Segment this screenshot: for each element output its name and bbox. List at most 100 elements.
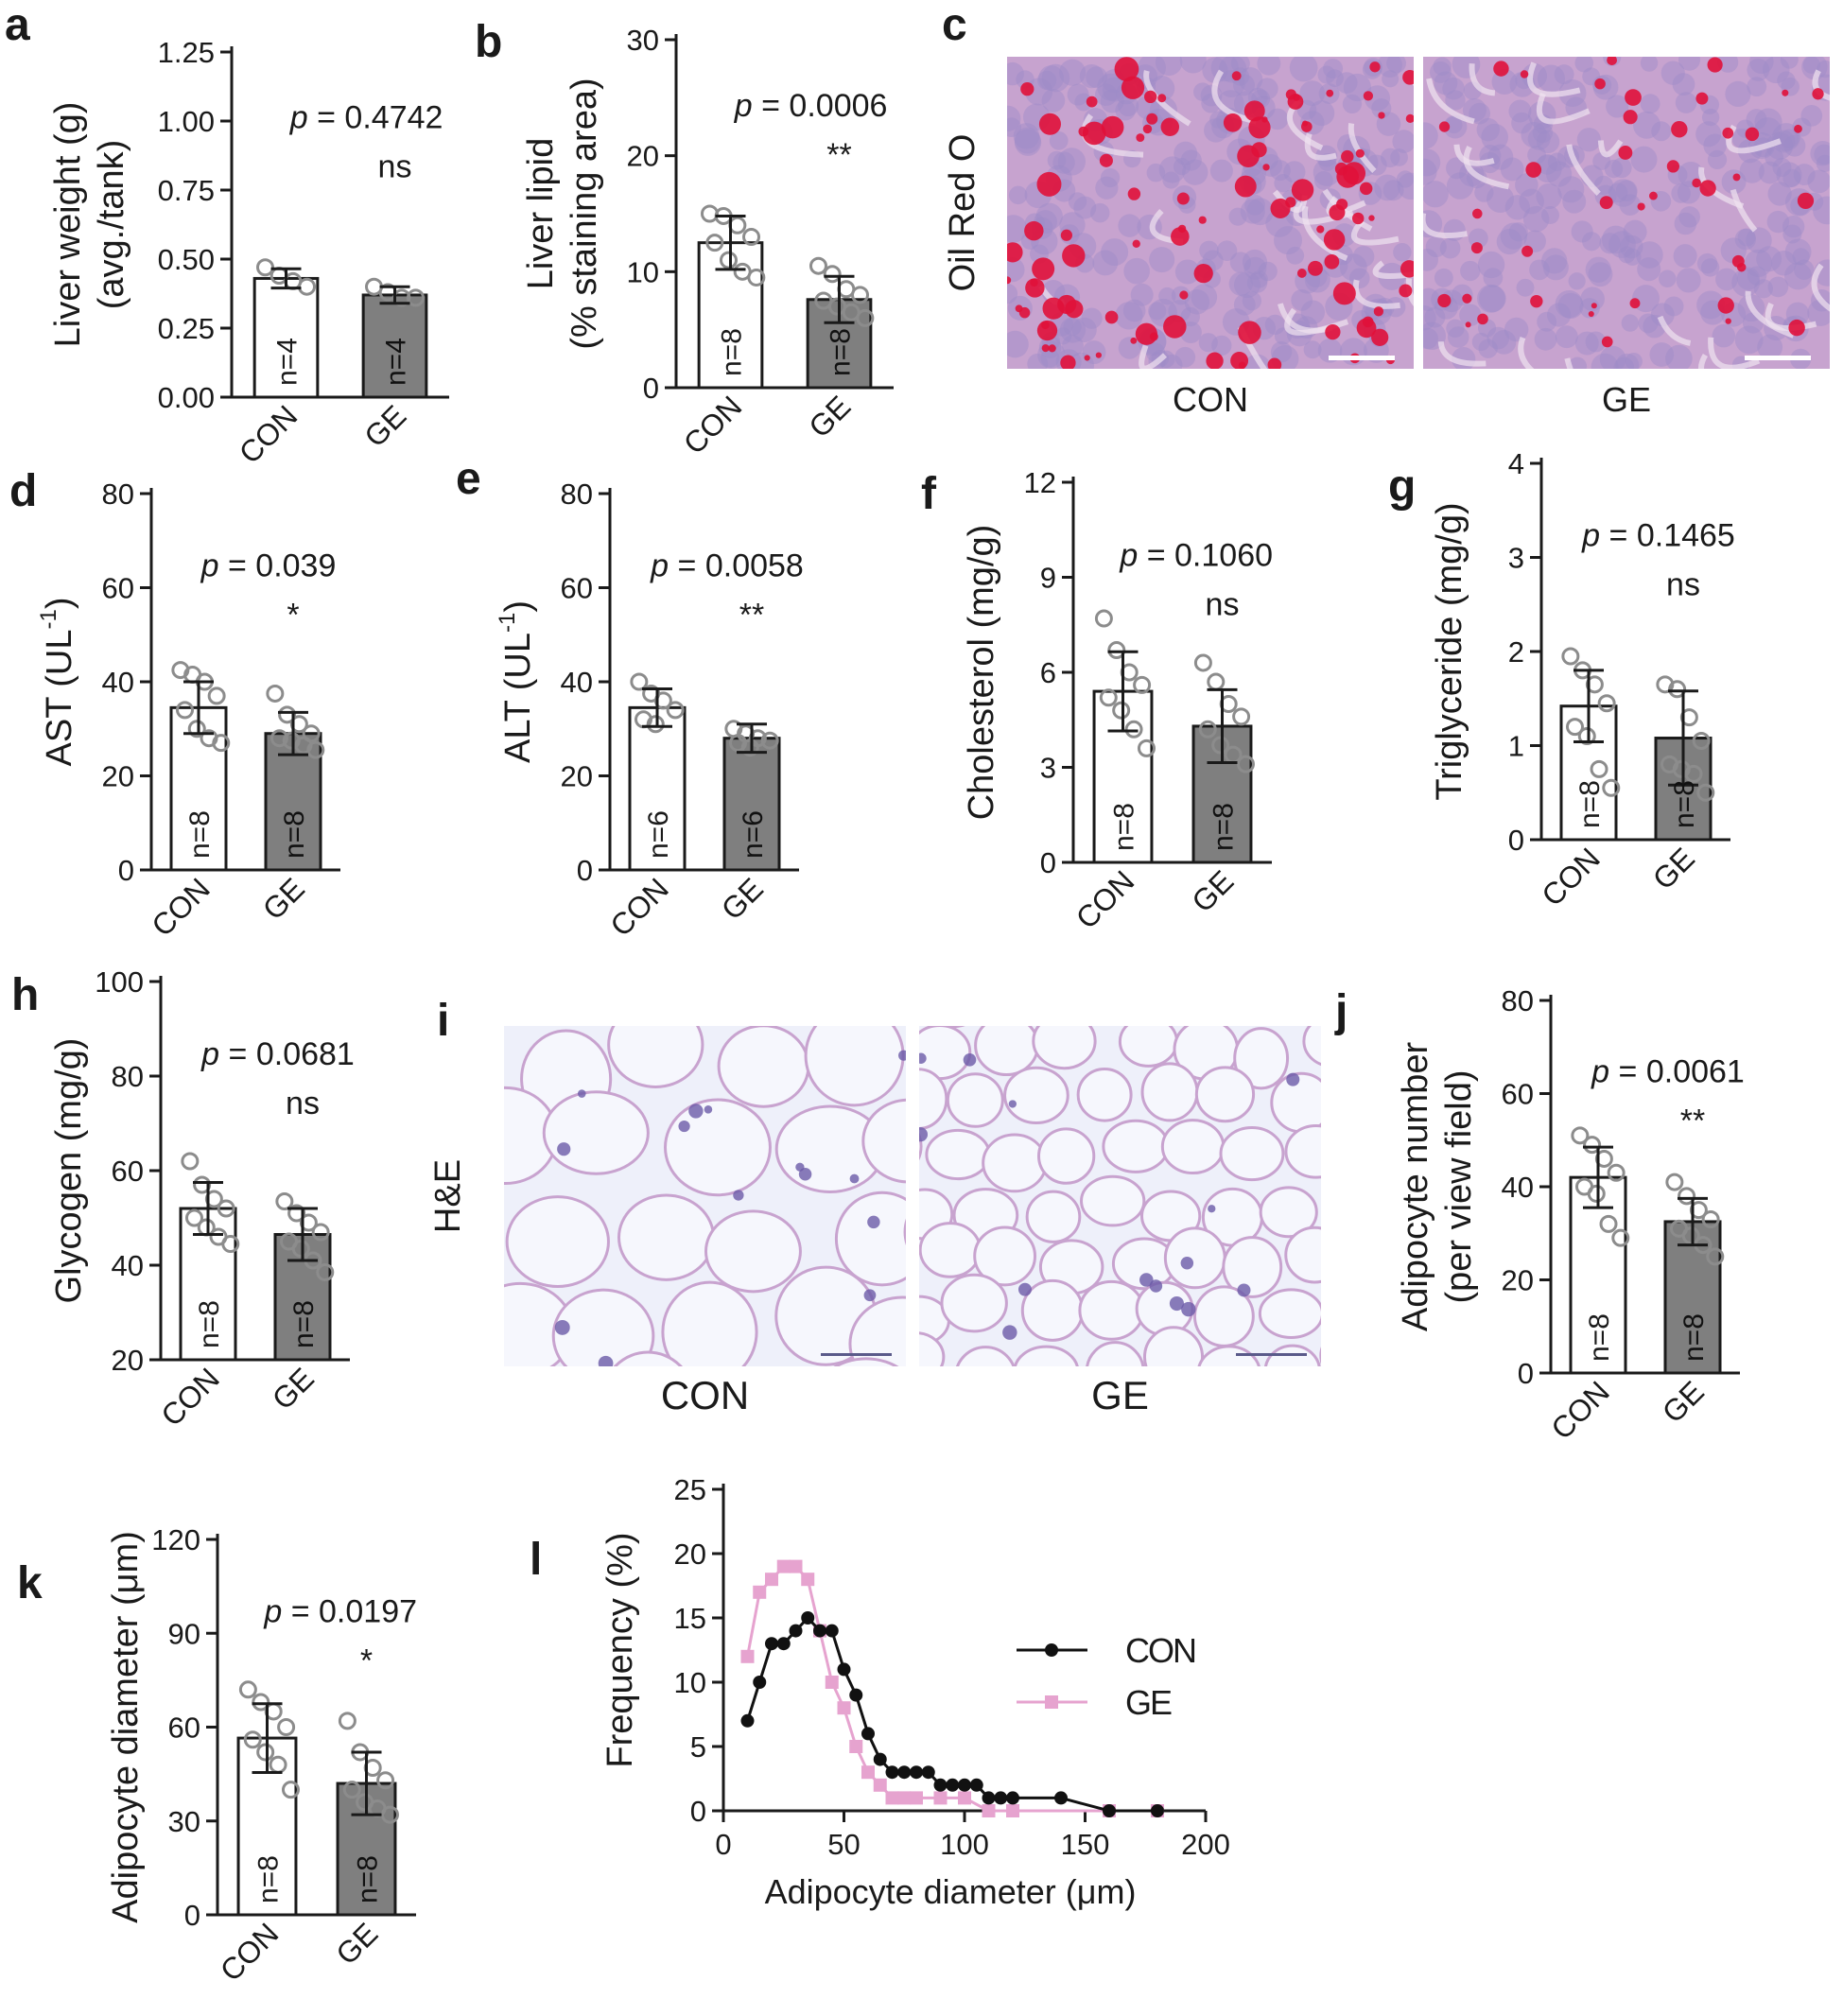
lipid-droplet bbox=[1599, 196, 1613, 210]
nucleus bbox=[1765, 131, 1794, 160]
lipid-droplet bbox=[1399, 284, 1413, 298]
y-axis-title-main: Adipocyte diameter (μm) bbox=[106, 1531, 146, 1923]
lipid-droplet bbox=[1336, 199, 1348, 211]
p-value-text: = 0.4742 bbox=[317, 99, 443, 135]
nucleus bbox=[1198, 333, 1218, 353]
nucleus bbox=[1762, 57, 1790, 84]
nucleus bbox=[1813, 196, 1830, 225]
sinusoid bbox=[1463, 146, 1510, 190]
sinusoid bbox=[1597, 139, 1624, 158]
adipocyte bbox=[1086, 1341, 1145, 1366]
data-point bbox=[1689, 1201, 1708, 1220]
nucleus bbox=[1130, 283, 1154, 306]
data-point-con bbox=[765, 1637, 778, 1651]
nucleus bbox=[1202, 57, 1228, 83]
nucleus bbox=[1619, 235, 1643, 259]
lipid-droplet bbox=[1238, 321, 1261, 344]
data-point-ge bbox=[801, 1573, 815, 1587]
adipocyte bbox=[1297, 1393, 1350, 1442]
adipocyte bbox=[607, 1026, 704, 1088]
lipid-droplet bbox=[1341, 149, 1354, 164]
bar-chart-d: 0 20 40 60 80 AST (UL-1) n=8 CON n=8 GE p = 0.039 * bbox=[36, 478, 340, 943]
nucleus bbox=[1174, 259, 1200, 285]
data-point bbox=[742, 228, 761, 247]
y-axis-title-main: Cholesterol (mg/g) bbox=[962, 525, 1001, 821]
nucleus bbox=[1101, 238, 1129, 267]
adipocyte bbox=[664, 1098, 772, 1197]
nucleus bbox=[1433, 57, 1452, 76]
data-point-con bbox=[897, 1765, 912, 1780]
data-point bbox=[187, 720, 206, 739]
nucleus bbox=[1266, 108, 1289, 130]
adipocyte bbox=[1263, 1344, 1321, 1366]
nucleus bbox=[1576, 128, 1601, 152]
bar-chart-a: 0.00 0.25 0.50 0.75 1.00 1.25 Liver weight (g)… bbox=[48, 36, 449, 470]
y-tick-label: 10 bbox=[674, 1666, 706, 1699]
lipid-droplet bbox=[1722, 127, 1734, 139]
y-axis-title-main: ALT (UL bbox=[498, 633, 538, 763]
nucleus bbox=[1036, 70, 1057, 91]
nucleus bbox=[1623, 219, 1647, 244]
nucleus bbox=[1534, 154, 1562, 183]
lipid-droplet bbox=[1521, 245, 1534, 257]
nucleus bbox=[1179, 57, 1207, 74]
nucleus bbox=[1452, 57, 1481, 78]
adipocyte bbox=[1259, 1186, 1318, 1239]
significance-label: * bbox=[287, 598, 299, 634]
nucleus bbox=[1496, 229, 1522, 255]
bar-con bbox=[628, 705, 687, 872]
nucleus bbox=[1447, 326, 1469, 348]
nucleus bbox=[1382, 70, 1400, 88]
nucleus bbox=[1014, 127, 1041, 154]
panel-letter-l: l bbox=[530, 1535, 542, 1585]
lipid-droplet bbox=[1230, 351, 1249, 369]
panel-letter-d: d bbox=[9, 466, 37, 516]
data-point bbox=[1684, 764, 1703, 783]
lipid-droplet bbox=[1041, 321, 1050, 330]
nucleus bbox=[1621, 314, 1640, 332]
bar-chart-f: 0 3 6 9 12 Cholesterol (mg/g) n=8 CON n=8 GE p = 0… bbox=[962, 466, 1273, 935]
lipid-droplet bbox=[1007, 242, 1023, 263]
nucleus bbox=[1146, 163, 1166, 182]
lipid-droplet bbox=[1378, 112, 1385, 119]
lipid-droplet bbox=[1296, 269, 1307, 278]
nucleus bbox=[1230, 57, 1250, 74]
adipocyte bbox=[1032, 1026, 1097, 1070]
nucleus bbox=[1744, 249, 1773, 278]
lipid-droplet bbox=[1725, 318, 1731, 324]
nucleus bbox=[1118, 337, 1141, 359]
y-tick-label: 20 bbox=[112, 1344, 144, 1377]
lipid-droplet bbox=[1270, 198, 1291, 218]
data-point bbox=[808, 256, 827, 275]
nucleus bbox=[1377, 57, 1402, 78]
nucleus bbox=[1696, 252, 1718, 274]
data-point bbox=[266, 684, 285, 703]
nucleus bbox=[1250, 270, 1268, 288]
nucleus bbox=[1180, 306, 1200, 327]
adipocyte bbox=[1302, 1026, 1321, 1067]
adipocyte bbox=[1319, 1347, 1321, 1364]
lipid-droplet bbox=[1142, 124, 1153, 134]
nucleus bbox=[1765, 148, 1784, 167]
data-point-con bbox=[885, 1765, 899, 1780]
data-point bbox=[1611, 1228, 1630, 1247]
data-point bbox=[1587, 1184, 1606, 1203]
lipid-droplet bbox=[1308, 260, 1323, 276]
adipocyte bbox=[919, 1222, 982, 1278]
y-tick-label: 25 bbox=[674, 1473, 706, 1506]
data-point bbox=[217, 1199, 235, 1218]
lipid-droplet bbox=[1114, 57, 1139, 81]
y-tick-label: 0.75 bbox=[158, 174, 215, 207]
significance-label: ** bbox=[1680, 1104, 1705, 1139]
nucleus bbox=[1397, 172, 1414, 200]
nucleus bbox=[557, 1142, 571, 1156]
lipid-droplet bbox=[1193, 264, 1213, 284]
bar-chart-e: 0 20 40 60 80 ALT (UL-1) n=6 CON n=6 GE p = 0.0058… bbox=[495, 478, 804, 943]
y-tick-label: 20 bbox=[1502, 1264, 1534, 1297]
data-point bbox=[1585, 675, 1604, 694]
x-tick-label: 50 bbox=[827, 1828, 860, 1861]
nucleus bbox=[1801, 57, 1828, 80]
lipid-droplet bbox=[1649, 191, 1658, 200]
nucleus bbox=[1580, 287, 1605, 312]
sinusoid bbox=[1405, 278, 1414, 306]
